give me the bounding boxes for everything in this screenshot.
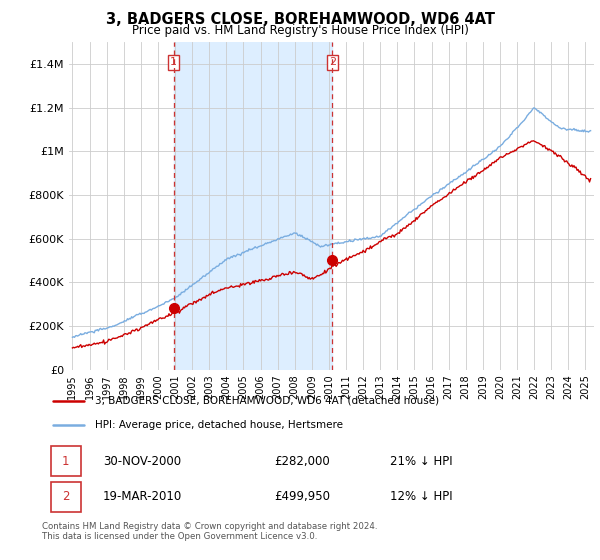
Text: 2: 2 <box>62 491 70 503</box>
Text: £499,950: £499,950 <box>274 491 331 503</box>
FancyBboxPatch shape <box>51 482 80 512</box>
Text: 2: 2 <box>329 57 336 67</box>
Text: Price paid vs. HM Land Registry's House Price Index (HPI): Price paid vs. HM Land Registry's House … <box>131 24 469 36</box>
Text: 3, BADGERS CLOSE, BOREHAMWOOD, WD6 4AT (detached house): 3, BADGERS CLOSE, BOREHAMWOOD, WD6 4AT (… <box>95 396 439 406</box>
Text: 12% ↓ HPI: 12% ↓ HPI <box>391 491 453 503</box>
Text: 1: 1 <box>170 57 177 67</box>
Text: 30-NOV-2000: 30-NOV-2000 <box>103 455 181 468</box>
Bar <box>173 42 332 370</box>
Text: £282,000: £282,000 <box>274 455 330 468</box>
Text: HPI: Average price, detached house, Hertsmere: HPI: Average price, detached house, Hert… <box>95 420 343 430</box>
Text: 19-MAR-2010: 19-MAR-2010 <box>103 491 182 503</box>
Text: Contains HM Land Registry data © Crown copyright and database right 2024.
This d: Contains HM Land Registry data © Crown c… <box>42 522 377 542</box>
Text: 3, BADGERS CLOSE, BOREHAMWOOD, WD6 4AT: 3, BADGERS CLOSE, BOREHAMWOOD, WD6 4AT <box>106 12 494 27</box>
FancyBboxPatch shape <box>51 446 80 477</box>
Text: 1: 1 <box>62 455 70 468</box>
Text: 21% ↓ HPI: 21% ↓ HPI <box>391 455 453 468</box>
